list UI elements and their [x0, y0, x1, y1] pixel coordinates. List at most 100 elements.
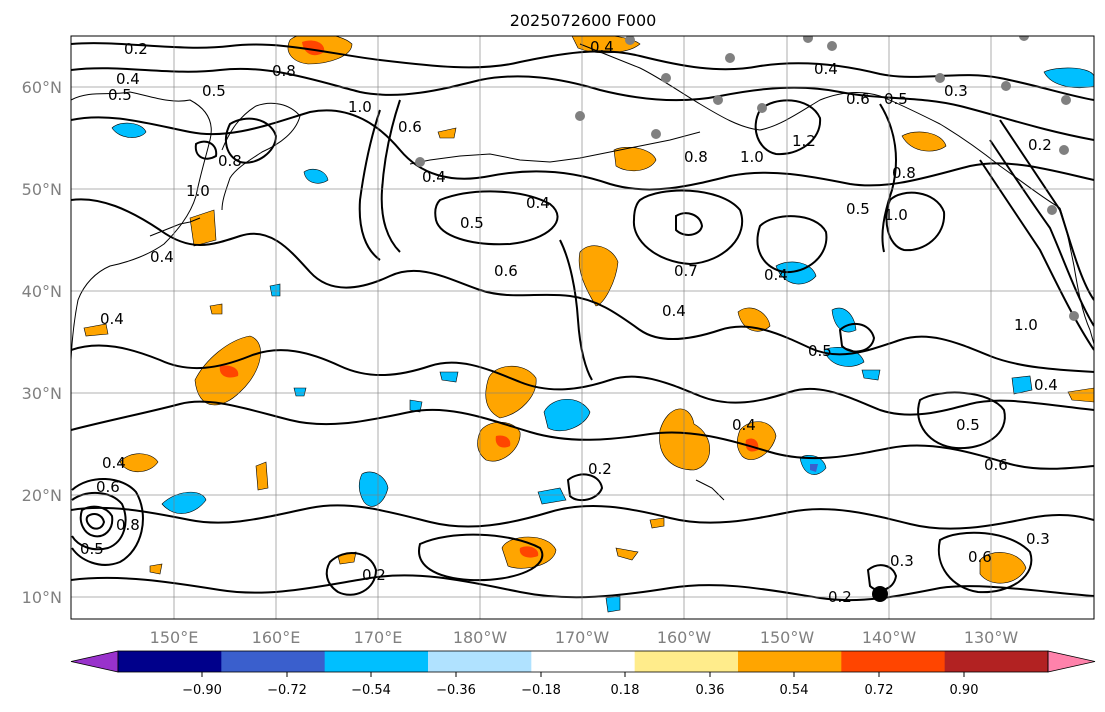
colorbar-extend-min: [70, 650, 119, 673]
station-marker: [725, 53, 735, 63]
coastline-alaska: [579, 43, 1061, 209]
positive-anomaly-blob: [495, 435, 511, 448]
contour-line: [559, 239, 593, 381]
contour-line: [71, 109, 1094, 191]
contour-label: 0.2: [828, 588, 852, 606]
contour-closed: [224, 117, 278, 164]
contour-label: 0.4: [526, 194, 550, 212]
contour-label: 0.2: [124, 40, 148, 58]
coastline-hawaii: [695, 479, 725, 501]
colorbar-segment: [324, 651, 429, 672]
contour-label: 0.4: [102, 454, 126, 472]
contour-line: [358, 109, 381, 261]
colorbar-frame: [117, 650, 1049, 673]
station-marker: [1019, 36, 1029, 41]
contour-label: 0.5: [884, 90, 908, 108]
contour-line: [71, 344, 1094, 416]
contour-label: 0.6: [494, 262, 518, 280]
contour-label: 0.4: [1034, 376, 1058, 394]
colorbar-tick-label: 0.72: [865, 683, 894, 698]
latitude-tick-label: 40°N: [22, 282, 62, 301]
contour-line: [879, 103, 897, 253]
negative-anomaly-blob: [111, 122, 147, 138]
colorbar-segment: [944, 651, 1049, 672]
positive-anomaly-blob: [737, 307, 771, 332]
contour-label: 1.0: [884, 206, 908, 224]
negative-anomaly-blob: [810, 464, 818, 472]
contour-label: 0.6: [398, 118, 422, 136]
contour-label: 0.2: [1028, 136, 1052, 154]
contour-label: 0.4: [150, 248, 174, 266]
station-marker: [1061, 95, 1071, 105]
station-marker: [872, 586, 888, 602]
latitude-tick-label: 50°N: [22, 180, 62, 199]
graticule: [71, 36, 1094, 619]
contour-label: 0.4: [732, 416, 756, 434]
negative-anomaly-blob: [537, 487, 567, 505]
contour-label: 0.5: [956, 416, 980, 434]
station-marker: [1059, 145, 1069, 155]
colorbar-tick-label: 0.54: [780, 683, 809, 698]
longitude-tick-label: 180°W: [453, 628, 508, 647]
contour-label: 1.0: [740, 148, 764, 166]
contour-label: 0.5: [80, 540, 104, 558]
contour-closed: [632, 189, 743, 266]
contour-closed: [418, 533, 544, 582]
colorbar-segment: [531, 651, 636, 672]
contour-closed: [675, 212, 704, 236]
positive-anomaly-blob: [901, 131, 947, 152]
station-marker: [415, 157, 425, 167]
map-frame: [70, 35, 1095, 620]
contour-label: 0.4: [100, 310, 124, 328]
latitude-tick-label: 60°N: [22, 78, 62, 97]
contour-closed: [838, 322, 876, 353]
negative-anomaly-blob: [1043, 67, 1094, 89]
contour-label: 0.3: [1026, 530, 1050, 548]
positive-anomaly-blob: [485, 365, 537, 419]
contour-label: 0.5: [846, 200, 870, 218]
colorbar-tick-label: 0.90: [950, 683, 979, 698]
colorbar-segment: [634, 651, 739, 672]
contour-closed: [85, 513, 106, 530]
station-marker: [935, 73, 945, 83]
station-marker: [1001, 81, 1011, 91]
station-marker: [625, 36, 635, 45]
negative-anomaly-blob: [543, 399, 591, 432]
longitude-axis: 150°E 160°E 170°E 180°W 170°W 160°W 150°…: [150, 628, 1019, 647]
longitude-tick-label: 140°W: [862, 628, 917, 647]
contour-line: [71, 198, 1094, 373]
contour-label: 0.5: [202, 82, 226, 100]
station-marker: [803, 36, 813, 43]
contour-line: [979, 159, 1094, 351]
station-markers: [415, 36, 1079, 602]
coastline-asia: [71, 91, 212, 361]
colorbar-tick-label: −0.18: [521, 683, 561, 698]
longitude-tick-label: 150°W: [760, 628, 815, 647]
positive-anomaly-blob: [209, 303, 223, 315]
contour-label: 1.2: [792, 132, 816, 150]
figure-title: 2025072600 F000: [510, 11, 657, 30]
colorbar-segment: [428, 651, 532, 672]
contour-closed: [885, 191, 946, 252]
contour-closed: [71, 492, 127, 551]
colorbar-tick-label: 0.36: [696, 683, 725, 698]
positive-anomaly-blob: [83, 323, 109, 337]
positive-anomaly-blob: [119, 453, 159, 473]
contour-label: 0.8: [218, 152, 242, 170]
longitude-tick-label: 160°E: [252, 628, 301, 647]
positive-anomaly-blob: [437, 127, 457, 139]
contour-label: 0.8: [272, 62, 296, 80]
station-marker: [651, 129, 661, 139]
contour-label: 1.0: [1014, 316, 1038, 334]
latitude-tick-label: 30°N: [22, 384, 62, 403]
colorbar-tick-label: 0.18: [611, 683, 640, 698]
latitude-tick-label: 10°N: [22, 588, 62, 607]
negative-anomaly-blob: [269, 283, 281, 297]
positive-anomaly-blob: [255, 461, 269, 491]
station-marker: [713, 95, 723, 105]
contour-closed: [325, 551, 378, 596]
contour-label: 0.7: [674, 262, 698, 280]
longitude-tick-label: 150°E: [150, 628, 199, 647]
contour-closed: [937, 531, 1033, 594]
